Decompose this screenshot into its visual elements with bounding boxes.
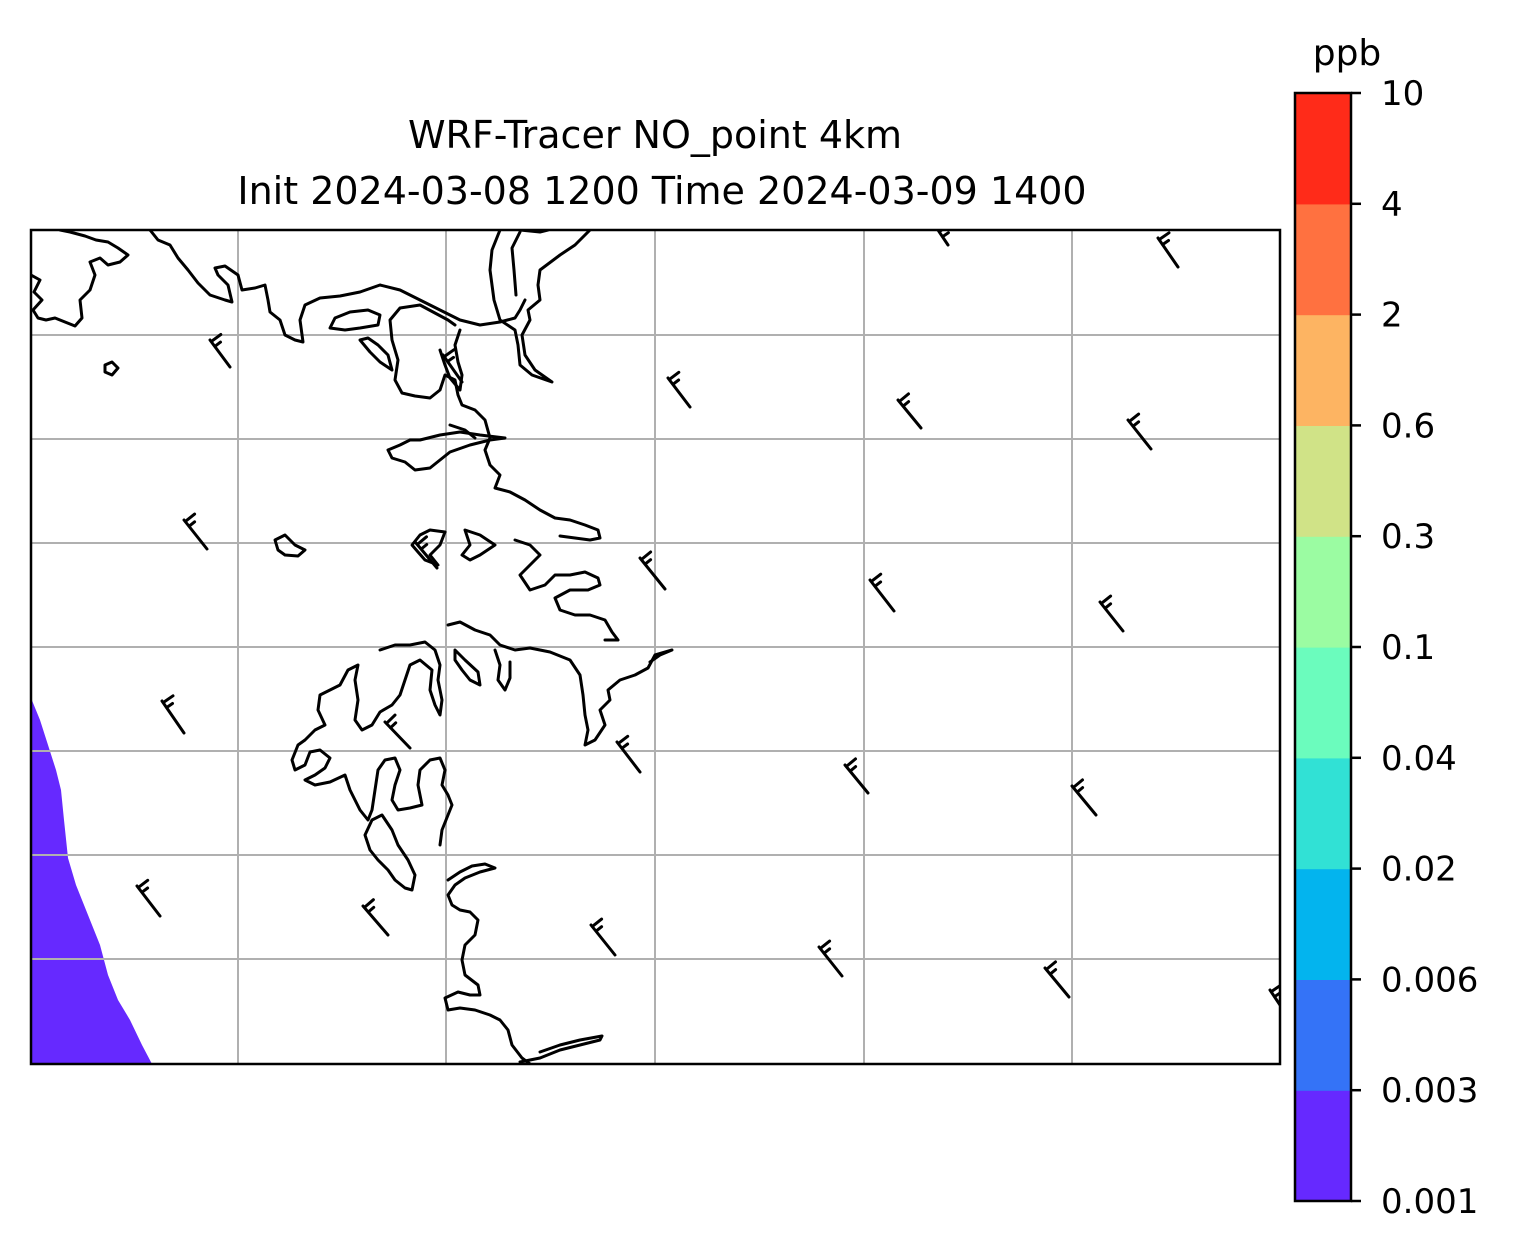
wind-barb-21 bbox=[1043, 960, 1071, 999]
coastline-sound bbox=[358, 336, 394, 372]
coastline-river-mouth bbox=[453, 648, 482, 687]
map-title-line-1: WRF-Tracer NO_point 4km bbox=[408, 113, 902, 157]
colorbar-swatch-3 bbox=[1295, 757, 1351, 870]
colorbar-tick-label-1: 0.003 bbox=[1381, 1071, 1478, 1111]
colorbar-tick-label-8: 2 bbox=[1381, 296, 1403, 336]
wind-barb-7 bbox=[182, 512, 209, 551]
wind-barb-11 bbox=[1098, 594, 1125, 633]
colorbar-tick-label-10: 10 bbox=[1381, 74, 1424, 114]
coastline-river-channel bbox=[488, 230, 592, 384]
wind-barb-10 bbox=[868, 572, 896, 613]
colorbar-swatch-5 bbox=[1295, 536, 1351, 648]
colorbar-tick-label-3: 0.02 bbox=[1381, 850, 1457, 890]
wind-barb-2 bbox=[666, 370, 692, 409]
map-panel bbox=[29, 228, 1282, 1066]
wind-barb-1 bbox=[441, 348, 464, 384]
coastline-river-mouth-east bbox=[493, 648, 512, 692]
colorbar-swatch-4 bbox=[1295, 647, 1351, 759]
map-title-line-2: Init 2024-03-08 1200 Time 2024-03-09 140… bbox=[237, 169, 1086, 213]
colorbar-swatch-9 bbox=[1295, 93, 1351, 205]
colorbar-swatch-7 bbox=[1295, 314, 1351, 426]
wind-barbs bbox=[135, 230, 1280, 1007]
wind-barb-0 bbox=[208, 333, 232, 369]
colorbar-swatch-8 bbox=[1295, 203, 1351, 316]
colorbar-tick-label-7: 0.6 bbox=[1381, 406, 1435, 446]
coastline-south-shore bbox=[290, 640, 454, 847]
colorbar-swatch-2 bbox=[1295, 868, 1351, 980]
wind-barb-5 bbox=[936, 230, 950, 247]
colorbar-tick-label-9: 4 bbox=[1381, 185, 1403, 225]
colorbar-tick-label-4: 0.04 bbox=[1381, 739, 1457, 779]
colorbar-tick-label-6: 0.3 bbox=[1381, 517, 1435, 557]
colorbar: ppb 0.001 0.003 0.006 0.02 0.04 0.1 0.3 0.6 2 4 10 bbox=[1293, 33, 1478, 1222]
coastline-lower-inlets bbox=[363, 813, 417, 892]
coastline-north-shore bbox=[31, 230, 130, 328]
coastline-central-shore bbox=[513, 538, 620, 642]
island-small-center bbox=[273, 533, 307, 558]
wind-barb-19 bbox=[589, 917, 617, 957]
colorbar-unit-label: ppb bbox=[1313, 33, 1382, 74]
coastline-peninsula bbox=[388, 303, 602, 542]
coastline-mid-west bbox=[386, 430, 507, 472]
colorbar-tick-label-0: 0.001 bbox=[1381, 1182, 1478, 1222]
colorbar-swatch-1 bbox=[1295, 979, 1351, 1091]
island-small-west bbox=[103, 360, 120, 377]
colorbar-swatch-0 bbox=[1295, 1090, 1351, 1202]
coastline-central-islands bbox=[460, 528, 497, 562]
tracer-plume-area bbox=[31, 698, 152, 1064]
coastline-lower-complex bbox=[446, 620, 674, 747]
colorbar-tick-label-5: 0.1 bbox=[1381, 628, 1435, 668]
colorbar-tick-label-2: 0.006 bbox=[1381, 960, 1478, 1000]
map-graticule bbox=[31, 230, 1280, 1064]
wind-barb-20 bbox=[817, 939, 844, 978]
coastlines bbox=[31, 230, 674, 1064]
coastline-inlet-loop bbox=[328, 308, 382, 332]
wind-barb-8 bbox=[414, 535, 439, 570]
coastline-south-bay bbox=[443, 862, 532, 1064]
coastline-central-bay bbox=[410, 528, 447, 567]
colorbar-ticks: 0.001 0.003 0.006 0.02 0.04 0.1 0.3 0.6 2 4 10 bbox=[1351, 74, 1478, 1222]
wind-barb-13 bbox=[383, 713, 412, 750]
colorbar-swatches bbox=[1295, 93, 1351, 1202]
wind-barb-18 bbox=[361, 898, 390, 937]
map-frame bbox=[29, 228, 1282, 1066]
wind-barb-17 bbox=[135, 878, 162, 918]
coastline-river-west-bank bbox=[510, 230, 522, 297]
wind-barb-12 bbox=[160, 694, 186, 735]
wind-barb-4 bbox=[1126, 412, 1153, 451]
wind-barb-16 bbox=[1070, 778, 1098, 817]
wind-barb-15 bbox=[843, 757, 870, 795]
coastline-bay-north bbox=[148, 230, 527, 344]
wind-barb-14 bbox=[615, 734, 642, 774]
wind-barb-3 bbox=[896, 392, 923, 430]
coastline-south-point bbox=[518, 1034, 604, 1064]
coastline-mid-channel bbox=[448, 423, 477, 440]
wind-barb-9 bbox=[638, 550, 667, 591]
wind-barb-6 bbox=[1156, 231, 1180, 269]
colorbar-swatch-6 bbox=[1295, 425, 1351, 537]
